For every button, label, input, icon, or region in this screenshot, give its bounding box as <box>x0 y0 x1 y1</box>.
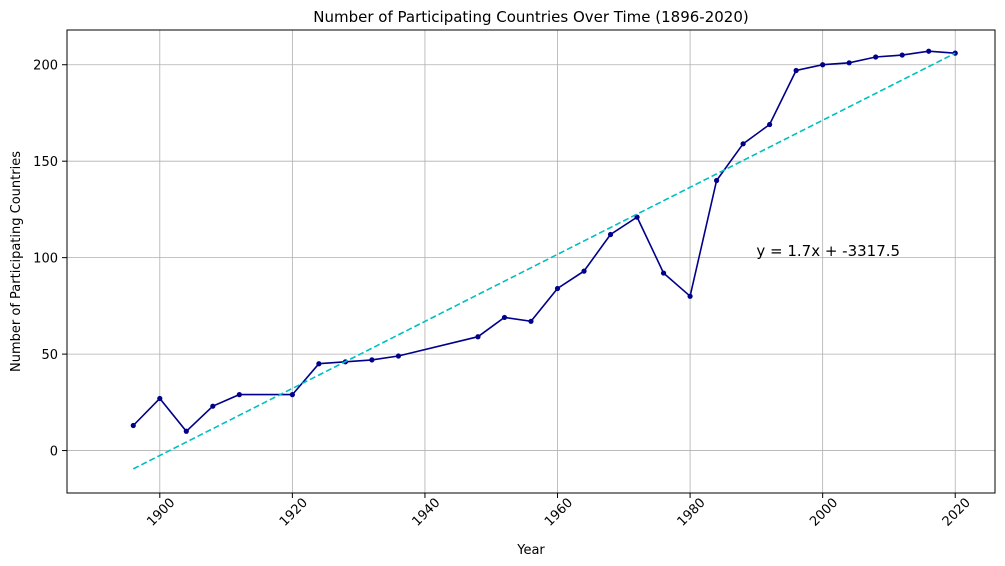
data-point <box>740 141 746 147</box>
y-tick-label: 100 <box>33 252 58 267</box>
data-point <box>873 54 879 60</box>
x-tick-label: 1980 <box>675 496 709 530</box>
data-point <box>183 428 189 434</box>
data-point <box>660 270 667 276</box>
x-tick-label: 1940 <box>409 496 443 530</box>
x-axis-label: Year <box>516 543 545 558</box>
data-point <box>236 392 242 398</box>
ticks: 1900 1920 1940 1960 1980 2000 2020 0 50 100 150 200 <box>33 59 974 530</box>
y-tick-label: 50 <box>41 348 58 363</box>
x-tick-label: 1960 <box>542 496 576 530</box>
y-tick-label: 200 <box>33 59 58 74</box>
data-point <box>316 361 322 367</box>
x-tick-label: 2000 <box>807 496 841 530</box>
data-point <box>210 403 216 409</box>
x-tick-label: 2020 <box>940 496 974 530</box>
series-layer <box>130 48 958 470</box>
y-tick-label: 150 <box>33 155 58 170</box>
data-point <box>634 214 640 220</box>
data-point <box>793 67 799 74</box>
data-point <box>820 62 826 68</box>
data-point <box>157 395 163 402</box>
data-point <box>289 392 295 398</box>
x-tick-label: 1900 <box>144 496 178 530</box>
data-point <box>767 121 773 128</box>
x-tick-label: 1920 <box>277 496 311 530</box>
data-point <box>475 334 481 340</box>
data-point <box>554 285 561 292</box>
trend-line <box>132 52 956 470</box>
data-point <box>926 48 932 54</box>
plot-frame <box>66 29 996 494</box>
data-point <box>501 314 508 321</box>
data-point <box>687 293 693 299</box>
data-point <box>369 357 375 363</box>
y-axis-label: Number of Participating Countries <box>9 151 24 372</box>
grid <box>67 30 995 493</box>
data-point <box>528 318 534 324</box>
data-point <box>130 422 136 429</box>
data-point <box>395 353 402 359</box>
data-point <box>899 52 905 58</box>
data-point <box>607 231 614 238</box>
data-point <box>846 60 852 66</box>
data-point <box>714 177 720 184</box>
equation-annotation: y = 1.7x + -3317.5 <box>756 242 900 260</box>
chart-title: Number of Participating Countries Over T… <box>313 8 748 26</box>
data-point <box>581 268 587 274</box>
y-tick-label: 0 <box>50 445 58 460</box>
